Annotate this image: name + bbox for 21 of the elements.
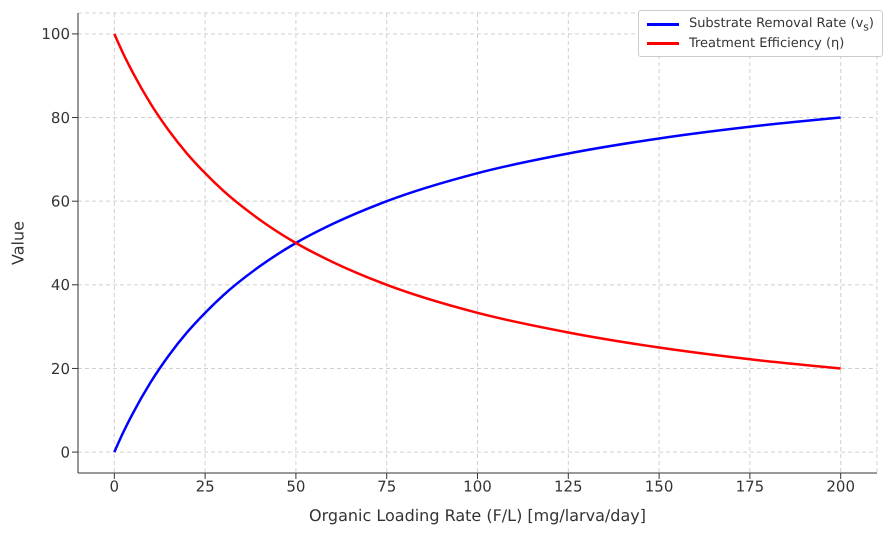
y-tick-label: 100	[41, 25, 70, 44]
y-tick-label: 0	[60, 443, 70, 462]
y-tick-label: 20	[50, 360, 70, 378]
y-tick-label: 80	[50, 108, 70, 127]
x-tick-label: 150	[644, 478, 674, 496]
x-tick-label: 175	[736, 478, 764, 496]
line-series	[113, 116, 842, 454]
legend-label: Substrate Removal Rate (v$_{s}$)	[688, 16, 874, 34]
line-series	[113, 32, 842, 370]
y-axis-title: Value	[8, 221, 28, 265]
y-tick-label: 60	[50, 192, 70, 211]
x-tick-label: 25	[196, 478, 215, 496]
x-tick-label: 200	[826, 478, 855, 496]
y-tick-label: 40	[50, 276, 70, 294]
x-tick-label: 125	[554, 478, 583, 496]
x-tick-label: 100	[463, 478, 492, 496]
x-axis-title: Organic Loading Rate (F/L) [mg/larva/day]	[309, 506, 646, 525]
legend-label: Treatment Efficiency (η)	[688, 36, 844, 51]
x-tick-label: 75	[377, 478, 396, 496]
x-tick-label: 0	[110, 478, 120, 496]
x-tick-label: 50	[286, 478, 306, 496]
